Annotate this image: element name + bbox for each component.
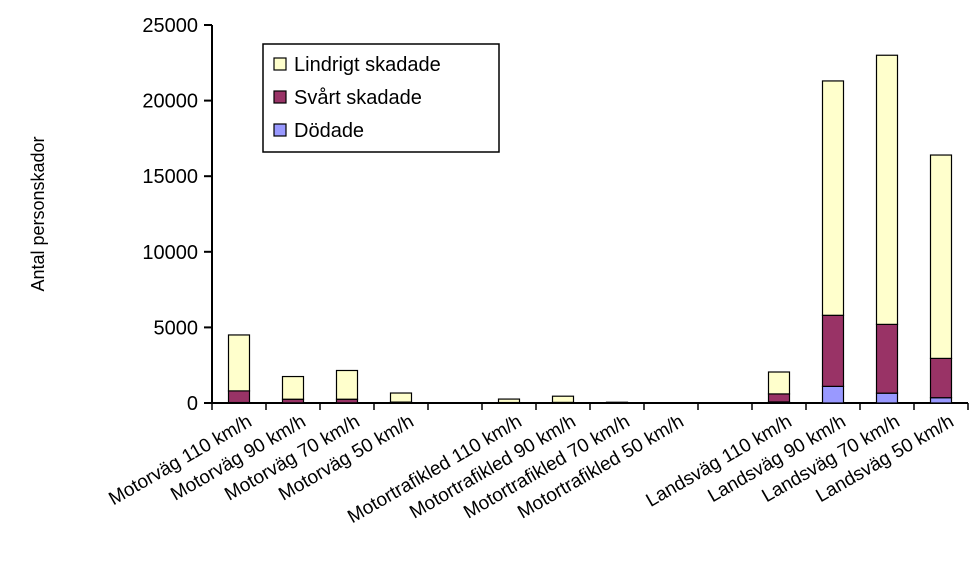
legend-label: Lindrigt skadade <box>294 54 441 76</box>
legend-frame <box>262 43 500 153</box>
legend-swatch <box>273 90 287 104</box>
legend-swatch <box>273 57 287 71</box>
bar-segment <box>875 323 899 394</box>
legend-label: Svårt skadade <box>294 87 422 109</box>
bar-segment <box>875 392 899 404</box>
bar-segment <box>767 393 791 403</box>
y-tick-label: 25000 <box>142 15 198 37</box>
bar-segment <box>821 314 845 387</box>
legend: Lindrigt skadade Svårt skadade Dödade <box>262 43 500 153</box>
bar-segment <box>335 369 359 400</box>
y-axis-ticks: 0 5000 10000 15000 20000 25000 <box>142 15 212 415</box>
bar-segment <box>227 390 251 404</box>
bar-segment <box>929 397 953 404</box>
y-tick-label: 15000 <box>142 166 198 188</box>
bar-segment <box>929 154 953 359</box>
bar-segment <box>551 395 575 403</box>
bar-segment <box>389 392 413 403</box>
y-tick-label: 20000 <box>142 91 198 113</box>
y-tick-label: 10000 <box>142 242 198 264</box>
bar-segment <box>929 357 953 399</box>
bar-segment <box>875 54 899 325</box>
y-tick-label: 5000 <box>154 317 199 339</box>
y-axis-title: Antal personskador <box>28 136 48 291</box>
bar-segment <box>605 401 629 404</box>
bars <box>227 54 953 404</box>
y-tick-label: 0 <box>187 393 198 415</box>
bar-segment <box>821 80 845 316</box>
bar-segment <box>497 398 521 404</box>
legend-label: Dödade <box>294 120 364 142</box>
bar-segment <box>227 334 251 392</box>
bar-segment <box>281 375 305 400</box>
bar-segment <box>821 385 845 404</box>
legend-swatch <box>273 123 287 137</box>
bar-segment <box>767 371 791 395</box>
